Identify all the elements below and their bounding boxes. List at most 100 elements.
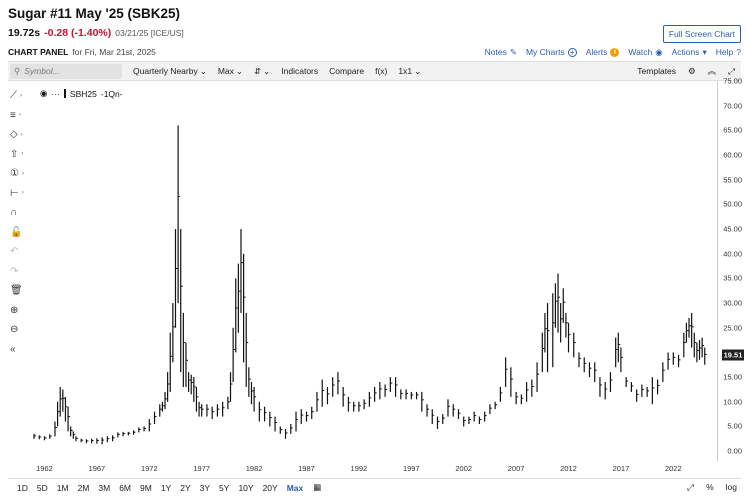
shape-icon: ◇: [10, 129, 18, 141]
series-period: -1Qn-: [100, 88, 123, 99]
range-button-1d[interactable]: 1D: [17, 482, 28, 493]
range-button-3m[interactable]: 3M: [98, 482, 111, 493]
measure-icon: ⊢: [10, 187, 19, 199]
watch-button[interactable]: Watch ◉: [628, 46, 663, 58]
edit-icon: ✎: [509, 46, 517, 57]
quote-date: 03/21/25 [ICE/US]: [115, 28, 184, 38]
range-button-20y[interactable]: 20Y: [262, 482, 278, 493]
range-button-10y[interactable]: 10Y: [238, 482, 254, 493]
magnet-tool[interactable]: ∩: [10, 203, 32, 223]
full-screen-chart-button[interactable]: Full Screen Chart: [662, 25, 741, 43]
lock-icon: 🔓: [10, 226, 23, 238]
range-button-9m[interactable]: 9M: [140, 482, 152, 493]
measure-tool[interactable]: ⊢ ›: [10, 184, 32, 204]
fibonacci-tool[interactable]: ≡ ›: [10, 106, 32, 126]
my-charts-button[interactable]: My Charts +: [526, 47, 577, 57]
plus-icon: +: [567, 47, 577, 57]
fx-button[interactable]: f(x): [375, 66, 388, 76]
x-tick-label: 2017: [612, 464, 630, 473]
y-tick-label: 25.00: [723, 323, 742, 333]
x-tick-label: 2002: [455, 464, 473, 473]
shape-tool[interactable]: ◇ ›: [10, 125, 32, 145]
trendline-icon: ⟋: [10, 90, 17, 102]
trash-tool[interactable]: 🗑: [10, 281, 32, 301]
annotation-icon: ①: [10, 168, 19, 180]
zoom-in-tool[interactable]: ⊕: [10, 301, 32, 321]
chevron-down-icon: ⌄: [263, 65, 271, 76]
quote-line: 19.72s -0.28 (-1.40%) 03/21/25 [ICE/US]: [8, 27, 184, 39]
x-tick-label: 2007: [507, 464, 525, 473]
annotation-tool[interactable]: ① ›: [10, 164, 32, 184]
calendar-icon[interactable]: ▦: [313, 482, 322, 492]
range-button-1y[interactable]: 1Y: [160, 482, 172, 493]
undo-icon: ↶: [10, 246, 19, 258]
redo-tool[interactable]: ↷: [10, 262, 32, 282]
range-button-2m[interactable]: 2M: [77, 482, 90, 493]
actions-menu[interactable]: Actions ▾: [671, 46, 707, 58]
x-tick-label: 1972: [140, 464, 158, 473]
undo-tool[interactable]: ↶: [10, 242, 32, 262]
range-button-3y[interactable]: 3Y: [199, 482, 211, 493]
trendline-tool[interactable]: ⟋ ›: [10, 86, 32, 106]
indicators-button[interactable]: Indicators: [281, 66, 319, 76]
gear-icon[interactable]: ⚙: [688, 65, 696, 76]
arrow-up-tool[interactable]: ⇧ ›: [10, 145, 32, 165]
alerts-button[interactable]: Alerts i: [586, 47, 620, 57]
fibonacci-icon: ≡: [10, 109, 16, 121]
compare-button[interactable]: Compare: [329, 66, 365, 76]
chevron-right-icon[interactable]: ›: [21, 151, 24, 158]
range-button-1m[interactable]: 1M: [56, 482, 69, 493]
chevron-right-icon[interactable]: ›: [21, 170, 24, 177]
y-tick-label: 40.00: [723, 249, 742, 259]
collapse-icon: «: [10, 343, 16, 355]
layout-select[interactable]: 1x1 ⌄: [398, 65, 422, 77]
page-title: Sugar #11 May '25 (SBK25): [8, 6, 181, 21]
info-icon: i: [610, 47, 620, 57]
templates-button[interactable]: Templates: [637, 66, 677, 76]
y-tick-label: 0.00: [727, 446, 742, 456]
chevron-right-icon[interactable]: ›: [21, 190, 24, 197]
time-axis[interactable]: 1962 1967 1972 1977 1982 1987 1992 1997 2002 2007…: [30, 462, 718, 474]
series-legend: ◉ ··· SBH25 -1Qn-: [40, 88, 123, 99]
more-icon[interactable]: ···: [51, 88, 60, 99]
chevron-right-icon[interactable]: ›: [20, 131, 23, 138]
last-price: 19.72s: [8, 27, 41, 39]
range-button-2y[interactable]: 2Y: [180, 482, 191, 493]
chart-panel-label: CHART PANEL: [8, 47, 69, 57]
chart-panel-header: CHART PANEL for Fri, Mar 21st, 2025 Note…: [8, 46, 741, 58]
percent-toggle[interactable]: %: [706, 482, 714, 492]
period-select[interactable]: Quarterly Nearby ⌄: [133, 65, 207, 77]
log-toggle[interactable]: log: [725, 482, 737, 492]
x-tick-label: 2012: [560, 464, 577, 473]
trash-icon: 🗑: [10, 285, 23, 297]
y-tick-label: 10.00: [723, 397, 742, 407]
x-tick-label: 1962: [36, 464, 53, 473]
symbol-search-input[interactable]: ⚲ Symbol...: [10, 63, 122, 79]
lock-tool[interactable]: 🔓: [10, 223, 32, 243]
help-button[interactable]: Help?: [715, 47, 741, 57]
fullscreen-icon[interactable]: ⤢: [728, 65, 735, 76]
range-button-5d[interactable]: 5D: [36, 482, 48, 493]
arrow-up-icon: ⇧: [10, 148, 19, 160]
fullscreen-icon[interactable]: ⤢: [687, 482, 695, 492]
range-button-max[interactable]: Max: [286, 482, 304, 493]
x-tick-label: 1982: [245, 464, 263, 473]
y-tick-label: 75.00: [723, 76, 742, 86]
x-tick-label: 1997: [402, 464, 420, 473]
eye-icon[interactable]: ◉: [40, 88, 48, 98]
price-chart[interactable]: [30, 81, 718, 461]
range-button-5y[interactable]: 5Y: [219, 482, 230, 493]
collapse-up-icon[interactable]: ︽: [707, 66, 717, 76]
y-tick-label: 60.00: [723, 150, 742, 160]
range-button-6m[interactable]: 6M: [119, 482, 131, 493]
chevron-right-icon[interactable]: ›: [20, 92, 22, 99]
drawing-toolbar: ⟋ › ≡ › ◇ › ⇧ › ① › ⊢ › ∩ 🔓 ↶ ↷ 🗑 ⊕ ⊖ «: [10, 86, 32, 359]
chevron-right-icon[interactable]: ›: [18, 112, 21, 119]
notes-button[interactable]: Notes ✎: [484, 46, 517, 58]
chart-panel-date: for Fri, Mar 21st, 2025: [72, 47, 156, 57]
range-select[interactable]: Max ⌄: [217, 65, 244, 77]
zoom-out-tool[interactable]: ⊖: [10, 320, 32, 340]
price-axis[interactable]: 0.005.0010.0015.0020.0025.0030.0035.0040…: [718, 77, 747, 461]
chart-type-button[interactable]: ⇵ ⌄: [254, 66, 270, 77]
collapse-tool[interactable]: «: [10, 340, 32, 360]
